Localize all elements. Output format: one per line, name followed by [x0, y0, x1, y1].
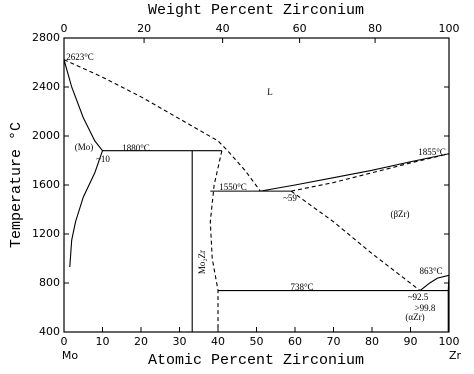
phase-boundary: [63, 59, 261, 192]
annotation: >99.8: [415, 303, 436, 313]
x2-tick-label: 0: [61, 22, 68, 35]
y-axis-title: Temperature °C: [8, 122, 25, 248]
annotation: 1855°C: [418, 147, 446, 157]
y-tick-label: 2000: [32, 129, 60, 142]
y-tick-label: 800: [39, 276, 60, 289]
phase-boundary: [260, 153, 450, 192]
phase-boundary: [69, 150, 104, 268]
phase-boundary: [419, 274, 450, 292]
phase-boundary: [447, 275, 450, 291]
y-tick-label: 1200: [32, 227, 60, 240]
phase-boundary: [63, 59, 103, 152]
phase-boundary: [209, 150, 223, 332]
annotation: 1550°C: [219, 182, 247, 192]
x2-tick-label: 100: [439, 22, 460, 35]
x-tick-label: 100: [439, 335, 460, 348]
x-tick-label: 70: [327, 335, 341, 348]
annotation: (Mo): [75, 142, 94, 152]
x2-tick-label: 20: [137, 22, 151, 35]
annotation: 2623°C: [66, 52, 94, 62]
x-tick-label: 0: [61, 335, 68, 348]
x2-tick-label: 40: [216, 22, 230, 35]
x2-tick-label: 80: [368, 22, 382, 35]
annotation: ~59: [283, 193, 297, 203]
top-axis-title: Weight Percent Zirconium: [148, 2, 364, 19]
annotation: ~92.5: [408, 292, 429, 302]
annotation: 738°C: [290, 282, 313, 292]
x-axis-title: Atomic Percent Zirconium: [148, 352, 364, 369]
x-tick-label: 10: [96, 335, 110, 348]
element-label: Mo: [62, 349, 78, 362]
x-tick-label: 20: [134, 335, 148, 348]
y-tick-label: 400: [39, 325, 60, 338]
x-tick-label: 80: [365, 335, 379, 348]
annotation: 863°C: [419, 266, 442, 276]
annotation: L: [267, 87, 273, 97]
element-label: Zr: [449, 349, 462, 362]
y-tick-label: 2800: [32, 31, 60, 44]
annotation: Mo₂Zr: [197, 250, 207, 274]
x2-tick-label: 60: [293, 22, 307, 35]
phase-boundary: [291, 153, 450, 192]
annotation: (αZr): [405, 312, 424, 322]
x-tick-label: 30: [173, 335, 187, 348]
x-tick-label: 90: [404, 335, 418, 348]
x-tick-label: 50: [250, 335, 264, 348]
y-tick-label: 2400: [32, 80, 60, 93]
x-tick-label: 60: [288, 335, 302, 348]
y-tick-label: 1600: [32, 178, 60, 191]
phase-boundary: [290, 190, 421, 292]
annotation: (βZr): [390, 209, 409, 219]
x-tick-label: 40: [211, 335, 225, 348]
annotation: ~10: [96, 154, 110, 164]
annotation: 1880°C: [122, 143, 150, 153]
